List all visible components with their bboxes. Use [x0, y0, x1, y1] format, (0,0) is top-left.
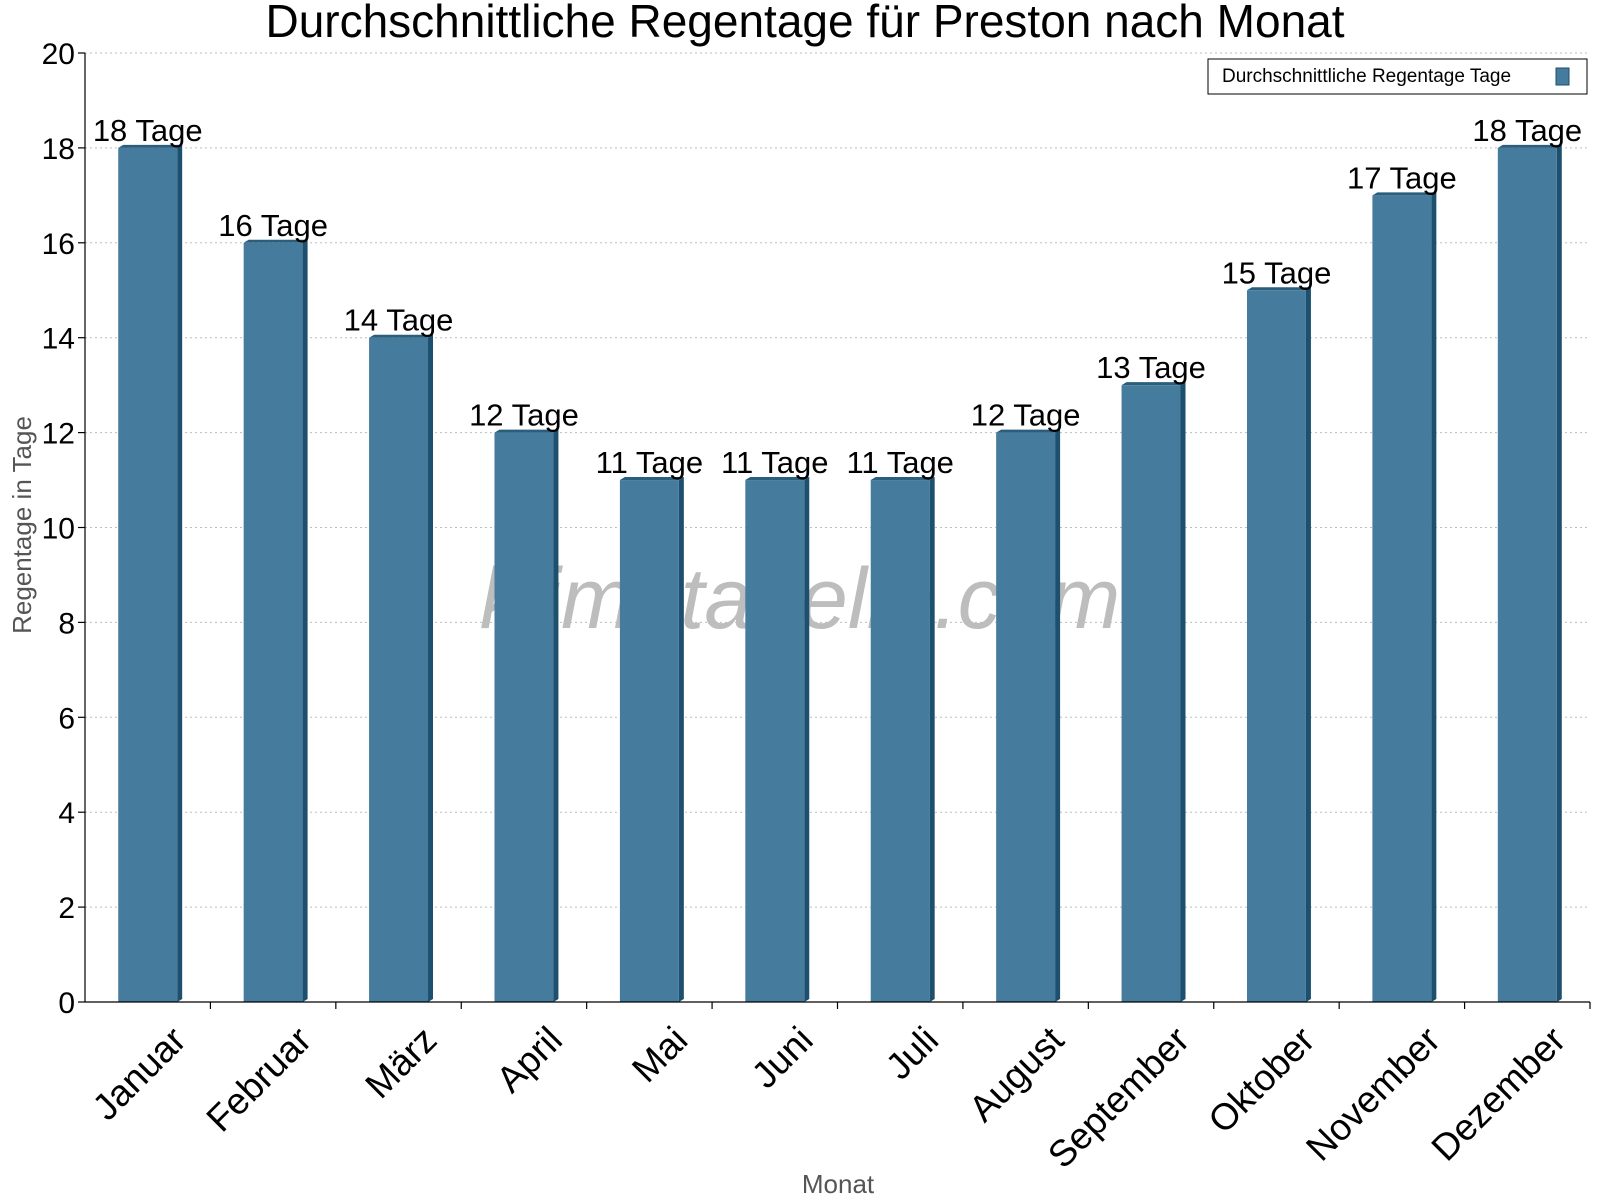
axes [78, 52, 1591, 1009]
x-tick-label: Oktober [1200, 1019, 1322, 1141]
value-label: 14 Tage [344, 303, 454, 338]
bar [1497, 144, 1562, 1002]
bar-top [1497, 144, 1562, 148]
value-label: 18 Tage [93, 113, 203, 148]
bar-top [1372, 192, 1437, 196]
x-tick-label: März [357, 1019, 444, 1106]
bar-front [243, 242, 303, 1003]
bar [619, 477, 684, 1002]
value-label: 17 Tage [1347, 160, 1457, 195]
y-tick-label: 2 [58, 892, 75, 925]
legend-swatch [1555, 67, 1570, 86]
x-tick-label: Juli [878, 1019, 946, 1087]
y-tick-label: 4 [58, 797, 75, 830]
value-label: 16 Tage [218, 208, 328, 243]
bar-top [243, 239, 308, 243]
bar [745, 477, 810, 1002]
x-tick-label: August [961, 1018, 1072, 1129]
x-tick-label: Februar [198, 1019, 319, 1140]
value-label: 11 Tage [596, 445, 703, 480]
bar-side [553, 429, 559, 1003]
bar-front [118, 147, 178, 1002]
y-tick-label: 16 [42, 228, 75, 261]
value-label: 11 Tage [846, 445, 953, 480]
bar-top [1121, 382, 1186, 386]
bar [870, 477, 935, 1002]
value-label: 12 Tage [971, 398, 1081, 433]
value-label: 13 Tage [1096, 350, 1206, 385]
bar-top [369, 334, 434, 338]
grid-lines [85, 52, 1590, 908]
bar [243, 239, 308, 1003]
bar-side [1055, 429, 1061, 1003]
bar-side [302, 239, 308, 1003]
y-tick-labels: 0 2 4 6 8 10 12 14 16 18 20 [42, 38, 75, 1020]
x-tick-label: Dezember [1424, 1019, 1574, 1169]
bar-front [1121, 385, 1181, 1002]
bar-top [870, 477, 935, 481]
value-label: 11 Tage [721, 445, 828, 480]
legend-label: Durchschnittliche Regentage Tage [1222, 66, 1511, 87]
x-tick-labels: Januar Februar März April Mai Juni Juli AugustS… [85, 1018, 1574, 1175]
bar-side [804, 477, 810, 1002]
bar-top [745, 477, 810, 481]
bar-front [1372, 195, 1432, 1003]
bar-side [1431, 192, 1437, 1003]
bar [494, 429, 559, 1003]
chart-title: Durchschnittliche Regentage für Preston … [265, 0, 1344, 47]
x-tick-label: Juni [744, 1019, 821, 1096]
bar [1121, 382, 1186, 1002]
y-tick-label: 0 [58, 987, 75, 1020]
bar-front [494, 432, 554, 1003]
bar-front [369, 337, 429, 1002]
bar [1372, 192, 1437, 1003]
bar-side [929, 477, 935, 1002]
bar-front [745, 480, 805, 1002]
bar-top [619, 477, 684, 481]
x-tick-label: Mai [624, 1019, 695, 1090]
bars [118, 144, 1562, 1003]
bar-top [494, 429, 559, 433]
value-label: 15 Tage [1222, 255, 1332, 290]
bar-side [1305, 287, 1311, 1002]
bar [996, 429, 1061, 1003]
x-tick-label: April [489, 1019, 570, 1100]
value-label: 18 Tage [1472, 113, 1582, 148]
y-axis-title: Regentage in Tage [7, 416, 37, 634]
bar-front [870, 480, 930, 1002]
bar [1246, 287, 1311, 1002]
bar-front [619, 480, 679, 1002]
bar-side [678, 477, 684, 1002]
bar-front [1497, 147, 1557, 1002]
bar-front [1246, 290, 1306, 1002]
bar [118, 144, 183, 1002]
y-tick-label: 20 [42, 38, 75, 71]
bar-front [996, 432, 1056, 1003]
bar-side [1180, 382, 1186, 1002]
bar-top [118, 144, 183, 148]
x-tick-label: Januar [85, 1019, 194, 1128]
bar-top [1246, 287, 1311, 291]
y-tick-label: 6 [58, 702, 75, 735]
legend: Durchschnittliche Regentage Tage [1207, 58, 1588, 95]
y-tick-label: 10 [42, 513, 75, 546]
y-tick-label: 14 [42, 323, 75, 356]
x-tick-label: November [1298, 1019, 1448, 1169]
legend-box [1207, 58, 1588, 95]
y-tick-label: 8 [58, 607, 75, 640]
bar-top [996, 429, 1061, 433]
y-tick-label: 18 [42, 133, 75, 166]
bar-side [177, 144, 183, 1002]
bar-side [428, 334, 434, 1002]
x-axis-title: Monat [802, 1169, 875, 1199]
value-label: 12 Tage [469, 398, 579, 433]
bar-side [1556, 144, 1562, 1002]
data-labels: 18 Tage 16 Tage 14 Tage 12 Tage 11 Tage 11 Ta… [93, 113, 1582, 480]
bar [369, 334, 434, 1002]
y-tick-label: 12 [42, 418, 75, 451]
